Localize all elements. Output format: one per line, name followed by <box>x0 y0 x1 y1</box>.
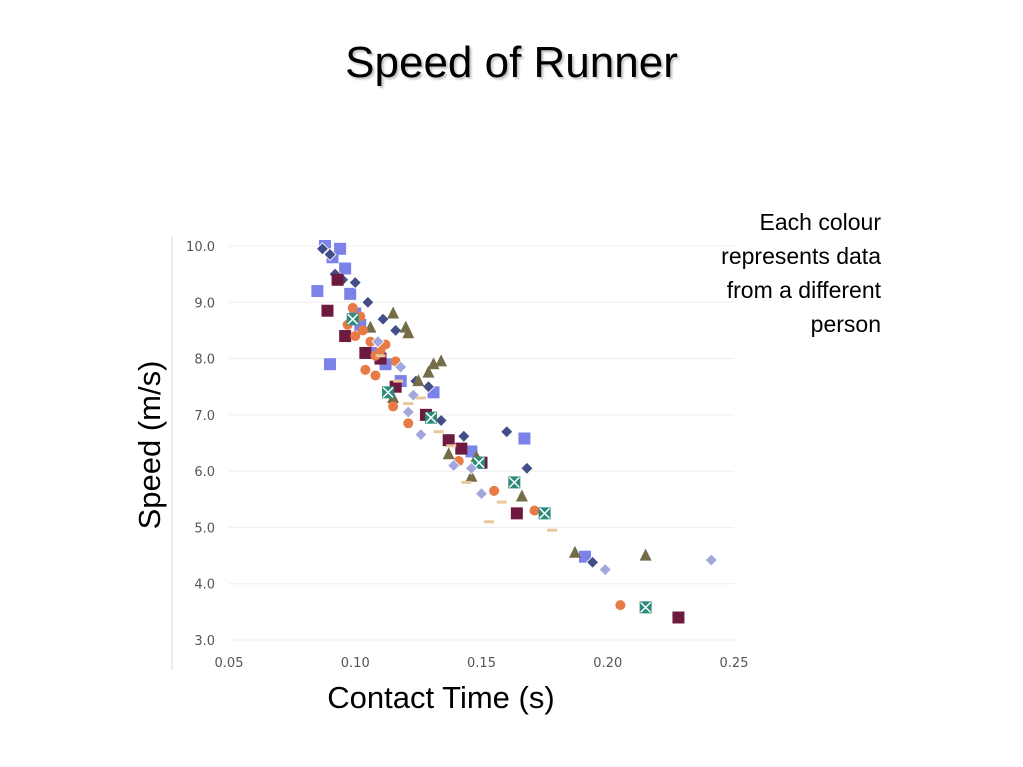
data-point <box>403 402 414 406</box>
data-point <box>615 600 626 611</box>
data-point <box>496 500 507 504</box>
data-point <box>412 374 425 387</box>
data-point <box>442 447 455 460</box>
data-point <box>435 354 448 367</box>
data-point <box>422 365 435 378</box>
data-point <box>518 432 531 445</box>
gridlines <box>229 245 734 641</box>
y-tick-label: 8.0 <box>194 353 215 368</box>
data-point <box>421 380 436 394</box>
x-tick-label: 0.15 <box>467 656 496 671</box>
data-point <box>331 273 344 286</box>
y-tick-label: 3.0 <box>194 634 215 649</box>
data-point <box>500 425 514 439</box>
note-line: represents data <box>721 243 881 269</box>
data-point <box>339 262 352 275</box>
data-point <box>704 553 718 567</box>
data-point <box>465 469 478 482</box>
data-point <box>350 331 361 342</box>
data-point <box>538 507 551 520</box>
data-point <box>508 476 521 489</box>
axes: 3.0 4.0 5.0 6.0 7.0 8.0 9.0 10.0 0.05 0.10 0.15 0.2… <box>171 236 749 671</box>
data-point <box>586 555 600 569</box>
data-point <box>394 360 408 374</box>
data-point <box>376 312 390 326</box>
data-point <box>344 287 357 300</box>
data-point <box>639 601 652 614</box>
data-point <box>315 242 329 256</box>
data-point <box>425 411 437 424</box>
data-point <box>402 326 415 339</box>
data-point <box>389 323 403 337</box>
x-axis-label: Contact Time (s) <box>327 680 555 715</box>
y-tick-label: 4.0 <box>194 578 215 593</box>
data-point <box>347 302 358 313</box>
data-point <box>510 507 523 520</box>
data-point <box>388 401 399 412</box>
y-tick-label: 9.0 <box>194 296 215 311</box>
data-point <box>359 346 372 359</box>
data-point <box>339 330 352 343</box>
data-point <box>393 379 404 383</box>
data-point <box>489 485 500 496</box>
data-point <box>672 611 685 624</box>
data-point <box>375 354 386 358</box>
y-tick-label: 10.0 <box>186 240 215 255</box>
x-tick-label: 0.10 <box>341 656 370 671</box>
data-point <box>547 528 558 532</box>
data-point <box>370 370 381 381</box>
data-point <box>446 444 457 448</box>
data-point <box>311 285 324 298</box>
note-line: from a different <box>726 277 881 303</box>
data-point <box>382 386 395 399</box>
data-point <box>401 405 415 419</box>
data-point <box>365 336 376 347</box>
data-point <box>515 489 528 502</box>
data-point <box>346 313 359 326</box>
data-point <box>474 487 489 501</box>
data-point <box>414 427 428 442</box>
data-point <box>529 505 540 516</box>
data-point <box>371 335 385 349</box>
data-point <box>357 325 368 336</box>
data-point <box>598 563 612 577</box>
data-point <box>639 548 652 561</box>
data-point <box>387 306 400 319</box>
data-point <box>455 442 468 455</box>
data-point <box>579 550 592 563</box>
note-line: Each colour <box>759 209 881 235</box>
x-tick-label: 0.20 <box>593 656 622 671</box>
data-point <box>323 247 337 262</box>
data-point <box>434 413 448 428</box>
data-point <box>403 418 414 429</box>
y-tick-label: 6.0 <box>194 465 215 480</box>
data-point <box>348 276 362 290</box>
data-point <box>361 295 375 309</box>
data-point <box>457 429 471 443</box>
data-point <box>433 430 444 434</box>
y-tick-label: 7.0 <box>194 409 215 424</box>
slide-title: Speed of Runner <box>345 38 678 87</box>
data-point <box>360 364 371 375</box>
x-tick-label: 0.05 <box>215 656 244 671</box>
data-point <box>484 520 495 524</box>
note-line: person <box>810 311 881 337</box>
data-points <box>311 240 718 624</box>
y-axis-label: Speed (m/s) <box>132 360 167 530</box>
data-point <box>520 461 534 475</box>
data-point <box>324 358 336 371</box>
x-tick-label: 0.25 <box>720 656 749 671</box>
data-point <box>447 458 461 473</box>
data-point <box>321 304 334 317</box>
data-point <box>442 434 455 447</box>
data-point <box>461 480 472 484</box>
y-tick-label: 5.0 <box>194 521 215 536</box>
data-point <box>464 461 478 475</box>
legend-note: Each colour represents data from a diffe… <box>621 205 881 341</box>
data-point <box>415 396 426 400</box>
data-point <box>568 545 581 558</box>
